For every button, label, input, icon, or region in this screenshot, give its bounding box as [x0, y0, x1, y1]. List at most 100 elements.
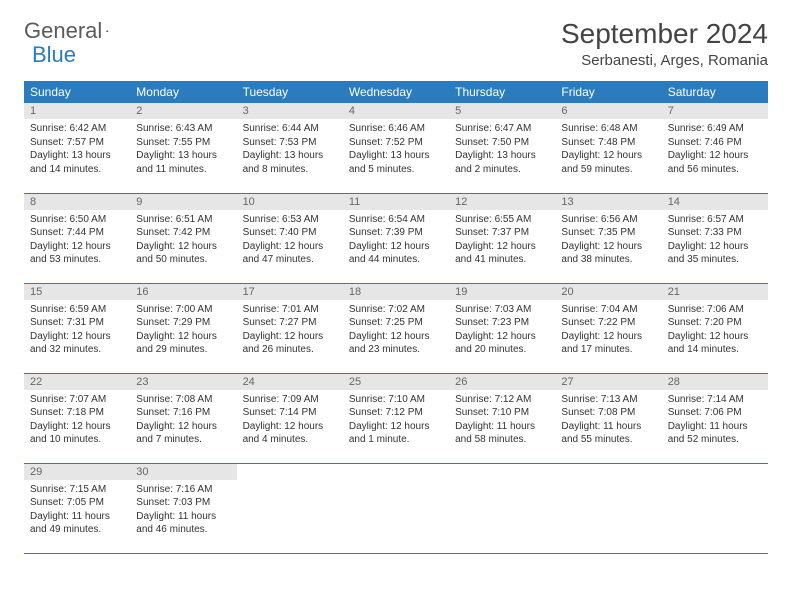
day-line: Sunrise: 7:08 AM [136, 393, 230, 407]
calendar-cell: 27Sunrise: 7:13 AMSunset: 7:08 PMDayligh… [555, 373, 661, 463]
day-content: Sunrise: 6:53 AMSunset: 7:40 PMDaylight:… [237, 210, 343, 273]
day-content: Sunrise: 7:15 AMSunset: 7:05 PMDaylight:… [24, 480, 130, 543]
day-line: Daylight: 11 hours and 46 minutes. [136, 510, 230, 537]
day-line: Sunset: 7:10 PM [455, 406, 549, 420]
calendar-cell: 15Sunrise: 6:59 AMSunset: 7:31 PMDayligh… [24, 283, 130, 373]
day-line: Sunset: 7:25 PM [349, 316, 443, 330]
weekday-header: Sunday [24, 81, 130, 103]
calendar-cell: 9Sunrise: 6:51 AMSunset: 7:42 PMDaylight… [130, 193, 236, 283]
day-number: 10 [237, 194, 343, 210]
day-line: Sunrise: 7:00 AM [136, 303, 230, 317]
day-line: Daylight: 12 hours and 38 minutes. [561, 240, 655, 267]
day-line: Sunrise: 6:51 AM [136, 213, 230, 227]
day-content: Sunrise: 7:07 AMSunset: 7:18 PMDaylight:… [24, 390, 130, 453]
day-line: Sunrise: 7:04 AM [561, 303, 655, 317]
day-line: Sunset: 7:31 PM [30, 316, 124, 330]
calendar-cell: 8Sunrise: 6:50 AMSunset: 7:44 PMDaylight… [24, 193, 130, 283]
day-line: Daylight: 13 hours and 5 minutes. [349, 149, 443, 176]
calendar-row: 1Sunrise: 6:42 AMSunset: 7:57 PMDaylight… [24, 103, 768, 193]
day-line: Daylight: 12 hours and 32 minutes. [30, 330, 124, 357]
header: General September 2024 Serbanesti, Arges… [24, 18, 768, 69]
day-line: Sunrise: 6:50 AM [30, 213, 124, 227]
day-line: Daylight: 13 hours and 11 minutes. [136, 149, 230, 176]
day-content: Sunrise: 6:49 AMSunset: 7:46 PMDaylight:… [662, 119, 768, 182]
day-line: Daylight: 12 hours and 56 minutes. [668, 149, 762, 176]
day-line: Sunset: 7:16 PM [136, 406, 230, 420]
calendar-head: SundayMondayTuesdayWednesdayThursdayFrid… [24, 81, 768, 103]
day-line: Daylight: 12 hours and 41 minutes. [455, 240, 549, 267]
day-line: Sunrise: 6:53 AM [243, 213, 337, 227]
location: Serbanesti, Arges, Romania [561, 52, 768, 69]
day-content: Sunrise: 6:54 AMSunset: 7:39 PMDaylight:… [343, 210, 449, 273]
calendar-table: SundayMondayTuesdayWednesdayThursdayFrid… [24, 81, 768, 554]
day-line: Sunrise: 7:12 AM [455, 393, 549, 407]
day-content: Sunrise: 7:14 AMSunset: 7:06 PMDaylight:… [662, 390, 768, 453]
day-content: Sunrise: 6:44 AMSunset: 7:53 PMDaylight:… [237, 119, 343, 182]
day-line: Sunrise: 6:57 AM [668, 213, 762, 227]
calendar-cell [555, 463, 661, 553]
calendar-cell [237, 463, 343, 553]
day-number: 11 [343, 194, 449, 210]
day-line: Daylight: 13 hours and 2 minutes. [455, 149, 549, 176]
calendar-row: 22Sunrise: 7:07 AMSunset: 7:18 PMDayligh… [24, 373, 768, 463]
day-content: Sunrise: 7:03 AMSunset: 7:23 PMDaylight:… [449, 300, 555, 363]
day-line: Sunset: 7:03 PM [136, 496, 230, 510]
calendar-row: 29Sunrise: 7:15 AMSunset: 7:05 PMDayligh… [24, 463, 768, 553]
day-content: Sunrise: 6:48 AMSunset: 7:48 PMDaylight:… [555, 119, 661, 182]
day-content: Sunrise: 7:02 AMSunset: 7:25 PMDaylight:… [343, 300, 449, 363]
day-number: 12 [449, 194, 555, 210]
day-line: Daylight: 12 hours and 29 minutes. [136, 330, 230, 357]
day-content: Sunrise: 7:04 AMSunset: 7:22 PMDaylight:… [555, 300, 661, 363]
day-number: 6 [555, 103, 661, 119]
day-number: 22 [24, 374, 130, 390]
day-content: Sunrise: 6:46 AMSunset: 7:52 PMDaylight:… [343, 119, 449, 182]
day-content: Sunrise: 7:08 AMSunset: 7:16 PMDaylight:… [130, 390, 236, 453]
day-line: Sunrise: 7:06 AM [668, 303, 762, 317]
day-number: 15 [24, 284, 130, 300]
day-line: Sunset: 7:53 PM [243, 136, 337, 150]
day-number: 30 [130, 464, 236, 480]
day-number: 4 [343, 103, 449, 119]
day-line: Sunrise: 6:46 AM [349, 122, 443, 136]
logo-text-1: General [24, 18, 102, 44]
day-line: Sunrise: 7:15 AM [30, 483, 124, 497]
title-block: September 2024 Serbanesti, Arges, Romani… [561, 18, 768, 69]
day-content: Sunrise: 7:00 AMSunset: 7:29 PMDaylight:… [130, 300, 236, 363]
day-line: Sunset: 7:23 PM [455, 316, 549, 330]
day-line: Sunrise: 6:43 AM [136, 122, 230, 136]
day-content: Sunrise: 7:13 AMSunset: 7:08 PMDaylight:… [555, 390, 661, 453]
logo-text-2: Blue [32, 42, 76, 67]
calendar-cell: 14Sunrise: 6:57 AMSunset: 7:33 PMDayligh… [662, 193, 768, 283]
day-line: Sunset: 7:50 PM [455, 136, 549, 150]
day-content: Sunrise: 6:56 AMSunset: 7:35 PMDaylight:… [555, 210, 661, 273]
calendar-cell: 13Sunrise: 6:56 AMSunset: 7:35 PMDayligh… [555, 193, 661, 283]
day-line: Sunset: 7:39 PM [349, 226, 443, 240]
calendar-cell: 18Sunrise: 7:02 AMSunset: 7:25 PMDayligh… [343, 283, 449, 373]
day-number: 25 [343, 374, 449, 390]
day-number: 13 [555, 194, 661, 210]
day-number: 16 [130, 284, 236, 300]
day-line: Daylight: 12 hours and 14 minutes. [668, 330, 762, 357]
day-line: Sunrise: 6:54 AM [349, 213, 443, 227]
day-content: Sunrise: 7:09 AMSunset: 7:14 PMDaylight:… [237, 390, 343, 453]
day-line: Daylight: 13 hours and 14 minutes. [30, 149, 124, 176]
day-line: Daylight: 12 hours and 59 minutes. [561, 149, 655, 176]
calendar-cell [343, 463, 449, 553]
day-line: Sunrise: 7:02 AM [349, 303, 443, 317]
calendar-cell: 2Sunrise: 6:43 AMSunset: 7:55 PMDaylight… [130, 103, 236, 193]
day-number: 24 [237, 374, 343, 390]
calendar-cell: 7Sunrise: 6:49 AMSunset: 7:46 PMDaylight… [662, 103, 768, 193]
calendar-cell: 21Sunrise: 7:06 AMSunset: 7:20 PMDayligh… [662, 283, 768, 373]
day-content: Sunrise: 7:16 AMSunset: 7:03 PMDaylight:… [130, 480, 236, 543]
calendar-cell: 28Sunrise: 7:14 AMSunset: 7:06 PMDayligh… [662, 373, 768, 463]
day-line: Daylight: 12 hours and 23 minutes. [349, 330, 443, 357]
day-number: 14 [662, 194, 768, 210]
day-number: 20 [555, 284, 661, 300]
calendar-cell: 16Sunrise: 7:00 AMSunset: 7:29 PMDayligh… [130, 283, 236, 373]
day-line: Sunset: 7:05 PM [30, 496, 124, 510]
day-line: Sunrise: 7:16 AM [136, 483, 230, 497]
calendar-cell: 29Sunrise: 7:15 AMSunset: 7:05 PMDayligh… [24, 463, 130, 553]
calendar-cell: 17Sunrise: 7:01 AMSunset: 7:27 PMDayligh… [237, 283, 343, 373]
weekday-header: Wednesday [343, 81, 449, 103]
calendar-cell: 24Sunrise: 7:09 AMSunset: 7:14 PMDayligh… [237, 373, 343, 463]
